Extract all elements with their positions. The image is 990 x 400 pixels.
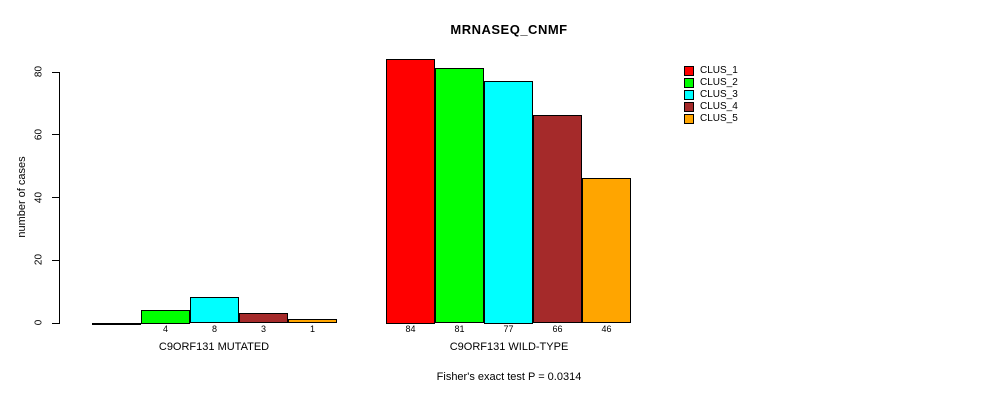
chart-title: MRNASEQ_CNMF [450, 22, 568, 37]
legend-item: CLUS_5 [684, 113, 738, 125]
y-axis-tick [52, 322, 60, 324]
legend-item: CLUS_1 [684, 65, 738, 77]
legend-label: CLUS_2 [700, 77, 738, 88]
bar [386, 58, 435, 324]
legend-swatch [684, 90, 694, 100]
bar [484, 80, 533, 324]
bar-value-label: 81 [454, 324, 465, 334]
bar [288, 319, 337, 324]
bar [435, 68, 484, 324]
legend-swatch [684, 66, 694, 76]
legend-label: CLUS_4 [700, 101, 738, 112]
legend-label: CLUS_3 [700, 89, 738, 100]
y-tick-label: 40 [33, 191, 45, 203]
y-axis-tick [52, 197, 60, 198]
bar-value-label: 1 [309, 324, 315, 334]
legend-swatch [684, 102, 694, 112]
legend-item: CLUS_2 [684, 77, 738, 89]
y-axis-tick [52, 71, 60, 73]
y-tick-label: 0 [33, 319, 45, 326]
bar [582, 178, 631, 324]
fisher-test-annotation: Fisher's exact test P = 0.0314 [436, 371, 582, 383]
y-tick-label: 20 [33, 254, 45, 266]
bar-value-label: 4 [162, 324, 168, 334]
bar-value-label: 46 [601, 324, 612, 334]
legend: CLUS_1 CLUS_2 CLUS_3 CLUS_4 CLUS_5 [684, 65, 738, 125]
x-category-label-wildtype: C9ORF131 WILD-TYPE [449, 341, 569, 353]
legend-swatch [684, 78, 694, 88]
bar-value-label: 3 [260, 324, 266, 334]
bar [239, 313, 288, 324]
legend-label: CLUS_5 [700, 113, 738, 124]
bar-value-label: 8 [211, 324, 217, 334]
legend-label: CLUS_1 [700, 65, 738, 76]
y-axis-tick [52, 134, 60, 136]
bar-value-label: 66 [552, 324, 563, 334]
legend-swatch [684, 114, 694, 124]
bar [92, 322, 141, 325]
bar-value-label: 84 [405, 324, 416, 334]
legend-item: CLUS_3 [684, 89, 738, 101]
y-axis-tick [52, 259, 60, 261]
y-tick-label: 60 [33, 128, 45, 140]
bar [533, 115, 582, 324]
x-category-label-mutated: C9ORF131 MUTATED [158, 341, 270, 353]
y-tick-label: 80 [33, 65, 45, 78]
bar [141, 309, 190, 324]
bar-value-label: 77 [503, 324, 514, 334]
legend-item: CLUS_4 [684, 101, 738, 113]
bar [190, 297, 239, 324]
